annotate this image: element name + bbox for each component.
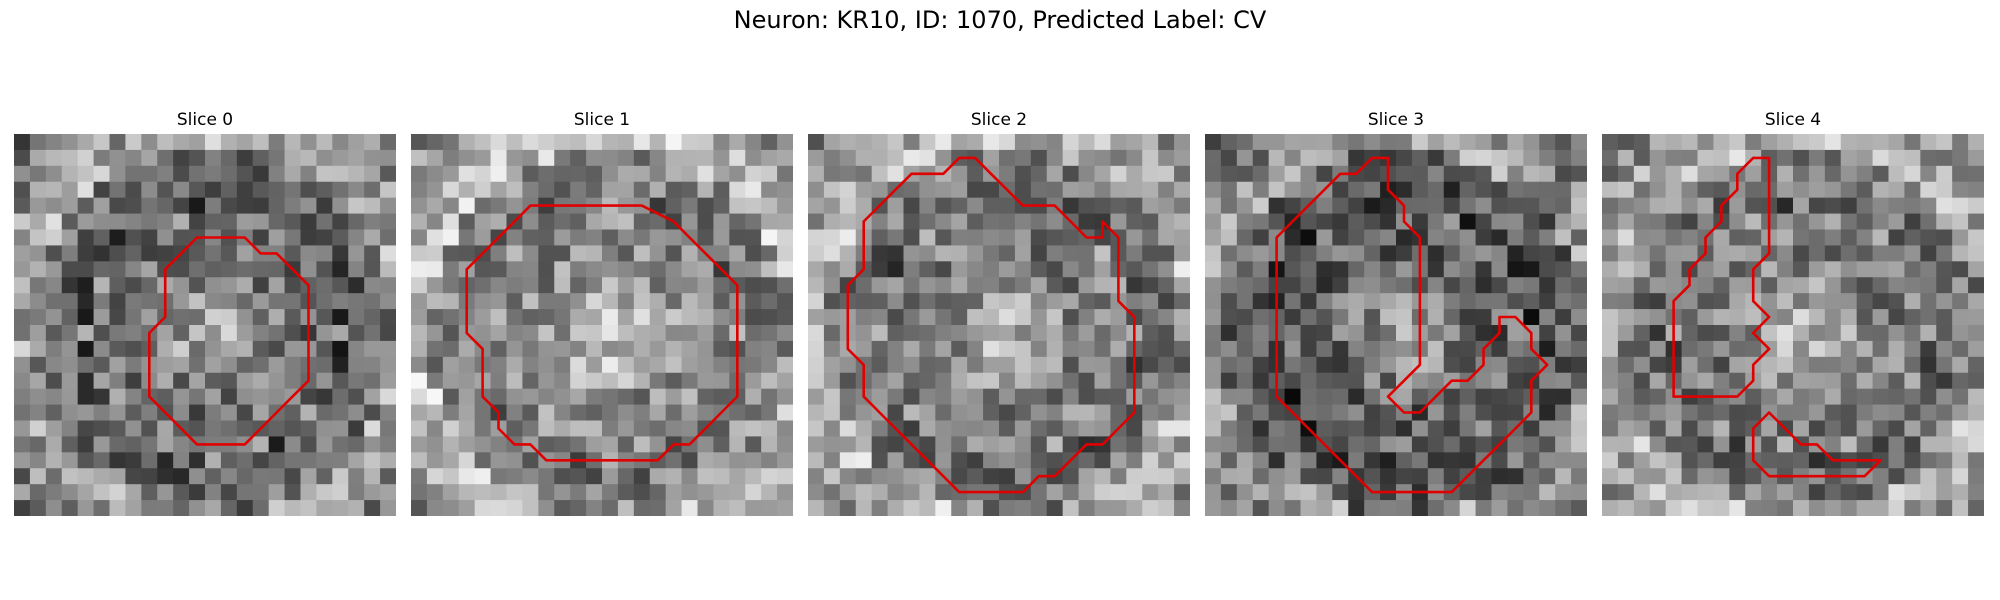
- pixel-grid: [14, 134, 396, 516]
- segmentation-contour: [1275, 156, 1549, 494]
- panel-slice-4: Slice 4: [1602, 108, 1984, 516]
- panel-title: Slice 2: [970, 110, 1028, 130]
- slice-image: [14, 134, 396, 516]
- slice-image: [1602, 134, 1984, 516]
- slice-image: [1205, 134, 1587, 516]
- pixel-grid: [808, 134, 1190, 516]
- slice-image: [411, 134, 793, 516]
- segmentation-contour: [1672, 156, 1771, 398]
- panel-title: Slice 4: [1764, 110, 1822, 130]
- panel-slice-3: Slice 3: [1205, 108, 1587, 516]
- panel-slice-0: Slice 0: [14, 108, 396, 516]
- panel-title: Slice 1: [573, 110, 631, 130]
- panel-title: Slice 0: [176, 110, 234, 130]
- slice-svg: [14, 134, 396, 516]
- segmentation-contour: [846, 156, 1136, 494]
- slice-svg: [1205, 134, 1587, 516]
- pixel-grid: [1602, 134, 1984, 516]
- pixel-grid: [1205, 134, 1587, 516]
- figure-title: Neuron: KR10, ID: 1070, Predicted Label:…: [733, 6, 1267, 34]
- slice-image: [808, 134, 1190, 516]
- panel-slice-2: Slice 2: [808, 108, 1190, 516]
- slice-svg: [808, 134, 1190, 516]
- segmentation-contour: [148, 236, 310, 446]
- slice-svg: [1602, 134, 1984, 516]
- panel-title: Slice 3: [1367, 110, 1425, 130]
- panel-slice-1: Slice 1: [411, 108, 793, 516]
- segmentation-contour-secondary: [1751, 411, 1882, 478]
- pixel-grid: [411, 134, 793, 516]
- slice-svg: [411, 134, 793, 516]
- segmentation-contour: [465, 204, 739, 462]
